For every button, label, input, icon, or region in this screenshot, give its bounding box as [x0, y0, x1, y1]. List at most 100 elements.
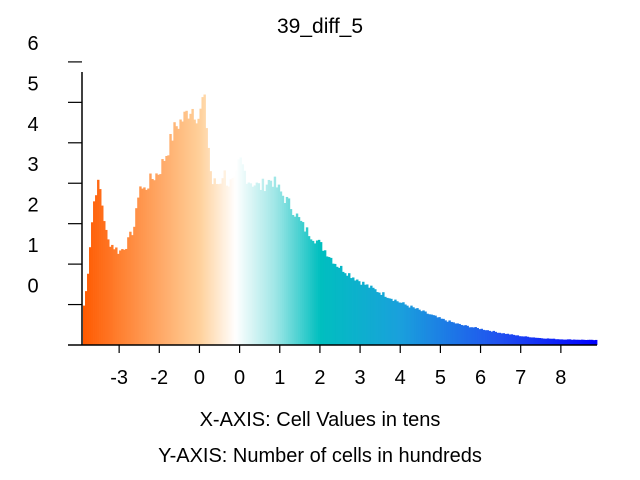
- histogram-bar: [356, 279, 359, 345]
- histogram-bar: [558, 339, 562, 345]
- histogram-bar: [101, 205, 104, 345]
- histogram-bar: [317, 239, 321, 345]
- histogram-bar: [472, 327, 475, 345]
- y-tick-label: 3: [27, 154, 38, 176]
- histogram-bar: [167, 155, 170, 345]
- histogram-bar: [422, 310, 425, 345]
- histogram-bar: [462, 325, 465, 345]
- histogram-bar: [295, 213, 299, 345]
- histogram-bar: [456, 323, 459, 345]
- histogram-bar: [514, 335, 518, 345]
- histogram-bar: [464, 325, 467, 345]
- histogram-bar: [311, 240, 315, 345]
- histogram-bar: [213, 178, 216, 345]
- x-tick-label: 7: [515, 367, 526, 389]
- histogram-bar: [530, 337, 534, 345]
- histogram-bar: [289, 209, 293, 345]
- histogram-bar: [588, 339, 592, 345]
- histogram-bar: [283, 203, 287, 345]
- histogram-bar: [582, 339, 586, 345]
- histogram-bar: [257, 183, 261, 345]
- histogram-bar: [398, 302, 401, 345]
- histogram-bar: [119, 250, 122, 345]
- histogram-bar: [520, 336, 524, 345]
- histogram-bar: [432, 315, 435, 345]
- histogram-bar: [209, 171, 212, 345]
- histogram-bar: [542, 338, 546, 345]
- histogram-bar: [424, 311, 427, 345]
- histogram-bar: [335, 266, 339, 345]
- histogram-bar: [235, 170, 238, 345]
- histogram-bar: [488, 330, 491, 345]
- x-tick-label: 3: [355, 367, 366, 389]
- histogram-bar: [205, 128, 208, 345]
- histogram-bar: [145, 189, 148, 345]
- histogram-bar: [309, 239, 313, 345]
- histogram-bar: [438, 317, 441, 345]
- x-axis-label: X-AXIS: Cell Values in tens: [200, 409, 441, 431]
- histogram-bar: [404, 304, 407, 345]
- histogram-bar: [275, 187, 279, 345]
- histogram-bar: [568, 339, 572, 345]
- y-tick-label: 2: [27, 195, 38, 217]
- histogram-bar: [502, 333, 506, 345]
- histogram-bar: [410, 305, 413, 345]
- histogram-bar: [370, 285, 373, 345]
- histogram-bar: [486, 330, 489, 345]
- histogram-bar: [580, 339, 584, 345]
- histogram-bar: [221, 178, 224, 345]
- histogram-bar: [546, 338, 550, 345]
- histogram-bar: [133, 226, 136, 345]
- histogram-bar: [183, 111, 186, 345]
- histogram-bar: [97, 179, 100, 345]
- histogram-bar: [586, 339, 590, 345]
- histogram-bar: [243, 170, 247, 345]
- histogram-bar: [89, 247, 92, 345]
- histogram-bar: [299, 220, 303, 345]
- histogram-bar: [161, 159, 164, 345]
- histogram-bar: [131, 235, 134, 345]
- histogram-bar: [570, 339, 574, 345]
- histogram-bar: [121, 249, 124, 345]
- histogram-bar: [137, 197, 140, 345]
- histogram-bar: [187, 118, 190, 345]
- histogram-bar: [211, 184, 214, 345]
- histogram-bar: [297, 217, 301, 345]
- histogram-bar: [233, 176, 236, 345]
- histogram-bar: [171, 140, 174, 345]
- histogram-bar: [149, 173, 152, 345]
- histogram-bar: [448, 320, 451, 345]
- histogram-bar: [107, 239, 110, 345]
- histogram-bar: [301, 222, 305, 345]
- histogram-bar: [566, 339, 570, 345]
- histogram-bar: [428, 314, 431, 345]
- histogram-bar: [538, 338, 542, 345]
- histogram-bar: [528, 337, 532, 345]
- histogram-bar: [127, 237, 130, 345]
- histogram-bar: [263, 191, 267, 345]
- histogram-bar: [534, 337, 538, 345]
- y-tick-label: 6: [27, 33, 38, 55]
- histogram-bar: [303, 231, 307, 345]
- histogram-bar: [496, 332, 500, 345]
- histogram-bar: [141, 188, 144, 345]
- histogram-bar: [271, 186, 275, 345]
- y-tick-label: 1: [27, 235, 38, 257]
- histogram-bar: [400, 302, 403, 345]
- histogram-bar: [574, 339, 578, 345]
- histogram-bar: [169, 133, 172, 345]
- x-tick-label: -2: [150, 367, 168, 389]
- histogram-bar: [253, 185, 257, 345]
- histogram-bar: [305, 227, 309, 345]
- histogram-bar: [376, 292, 379, 345]
- histogram-bar: [350, 278, 353, 345]
- histogram-bar: [291, 215, 295, 345]
- histogram-bar: [554, 339, 558, 345]
- histogram-bar: [139, 186, 142, 345]
- histogram-bar: [540, 338, 544, 345]
- histogram-bar: [560, 339, 564, 345]
- histogram-bar: [516, 335, 520, 345]
- histogram-bar: [331, 263, 335, 345]
- histogram-bar: [372, 287, 375, 345]
- histogram-bar: [93, 201, 96, 345]
